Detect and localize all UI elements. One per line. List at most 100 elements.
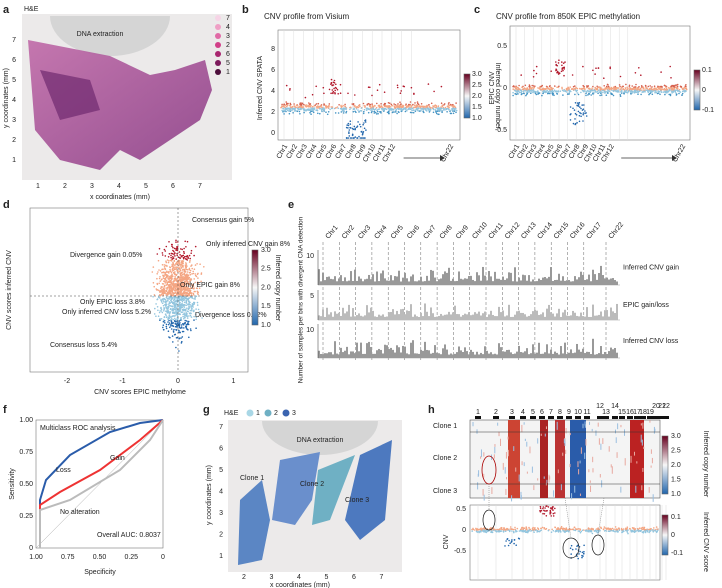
spot bbox=[643, 91, 645, 93]
spot bbox=[499, 530, 501, 532]
spot bbox=[173, 267, 175, 270]
chromosome-label: 18 bbox=[639, 409, 647, 416]
heatmap-cell bbox=[635, 485, 637, 493]
bin bbox=[494, 353, 496, 358]
spot bbox=[339, 92, 342, 94]
heatmap-cell bbox=[523, 462, 525, 467]
spot bbox=[311, 108, 313, 111]
spot bbox=[574, 102, 577, 104]
spot bbox=[558, 72, 561, 74]
spot bbox=[518, 91, 521, 94]
spot bbox=[574, 93, 576, 96]
spot bbox=[626, 91, 629, 94]
spot bbox=[172, 291, 174, 294]
spot bbox=[193, 309, 195, 312]
spot bbox=[171, 315, 174, 318]
spot bbox=[176, 246, 178, 248]
bin bbox=[358, 351, 360, 358]
spot bbox=[194, 245, 197, 248]
spot bbox=[514, 526, 516, 529]
spot bbox=[595, 530, 598, 533]
bin bbox=[552, 280, 554, 285]
spot bbox=[180, 342, 183, 344]
spot bbox=[548, 88, 551, 91]
heatmap-band bbox=[508, 420, 520, 498]
spot bbox=[391, 105, 393, 107]
colorbar-tick: 0 bbox=[702, 87, 706, 94]
chromosome-bar bbox=[584, 416, 590, 419]
spot bbox=[185, 262, 187, 264]
spot bbox=[165, 289, 168, 292]
spot bbox=[163, 300, 165, 303]
bin bbox=[534, 353, 536, 358]
spot bbox=[584, 110, 586, 112]
spot bbox=[349, 137, 352, 139]
spot bbox=[186, 317, 189, 319]
spot bbox=[357, 121, 359, 123]
spot bbox=[188, 287, 190, 290]
heatmap-cell bbox=[651, 457, 653, 464]
bin bbox=[438, 315, 440, 320]
spot bbox=[164, 271, 166, 274]
spot bbox=[605, 94, 608, 96]
bin bbox=[380, 349, 382, 358]
spot bbox=[310, 113, 312, 115]
spot bbox=[396, 84, 399, 87]
spot bbox=[311, 93, 314, 96]
bin bbox=[570, 349, 572, 358]
bin bbox=[546, 278, 548, 285]
bin bbox=[514, 353, 516, 358]
spot bbox=[635, 83, 637, 86]
bin bbox=[512, 316, 514, 320]
box bbox=[463, 73, 471, 119]
spot bbox=[187, 274, 190, 277]
spot bbox=[284, 104, 287, 106]
bin bbox=[450, 280, 452, 285]
x-tick-label: 4 bbox=[297, 574, 301, 581]
spot bbox=[608, 90, 611, 92]
bin bbox=[332, 316, 334, 320]
spot bbox=[178, 337, 181, 340]
spot bbox=[413, 104, 416, 106]
bin bbox=[378, 314, 380, 320]
plot-area bbox=[29, 207, 249, 373]
plot-area bbox=[469, 504, 661, 581]
y-tick-label: 10 bbox=[306, 253, 314, 260]
bin bbox=[370, 279, 372, 285]
spot bbox=[387, 111, 390, 113]
spot bbox=[163, 285, 166, 288]
spot bbox=[551, 92, 553, 94]
heatmap-cell bbox=[641, 439, 643, 446]
bin bbox=[594, 274, 596, 285]
spot bbox=[523, 88, 525, 90]
spot bbox=[347, 127, 349, 129]
heatmap-cell bbox=[556, 421, 558, 430]
spot bbox=[599, 88, 601, 90]
spot bbox=[567, 528, 570, 531]
spot bbox=[171, 252, 174, 255]
spot bbox=[164, 250, 167, 252]
bin bbox=[556, 313, 558, 320]
spot bbox=[678, 92, 680, 95]
spot bbox=[651, 93, 654, 96]
spot bbox=[300, 104, 302, 106]
spot bbox=[167, 290, 170, 292]
spot bbox=[411, 111, 413, 114]
bin bbox=[406, 353, 408, 358]
spot bbox=[176, 293, 178, 296]
spot bbox=[401, 108, 404, 111]
heatmap-cell bbox=[580, 447, 582, 454]
spot bbox=[170, 320, 172, 322]
bin bbox=[392, 280, 394, 285]
spot bbox=[317, 102, 320, 105]
heatmap-cell bbox=[598, 438, 600, 445]
spot bbox=[187, 300, 190, 303]
spot bbox=[437, 108, 439, 111]
bin bbox=[448, 354, 450, 358]
spot bbox=[189, 309, 192, 312]
spot bbox=[440, 85, 443, 88]
spot bbox=[681, 94, 683, 96]
bin bbox=[556, 352, 558, 358]
spot bbox=[367, 111, 370, 114]
spot bbox=[428, 105, 431, 108]
